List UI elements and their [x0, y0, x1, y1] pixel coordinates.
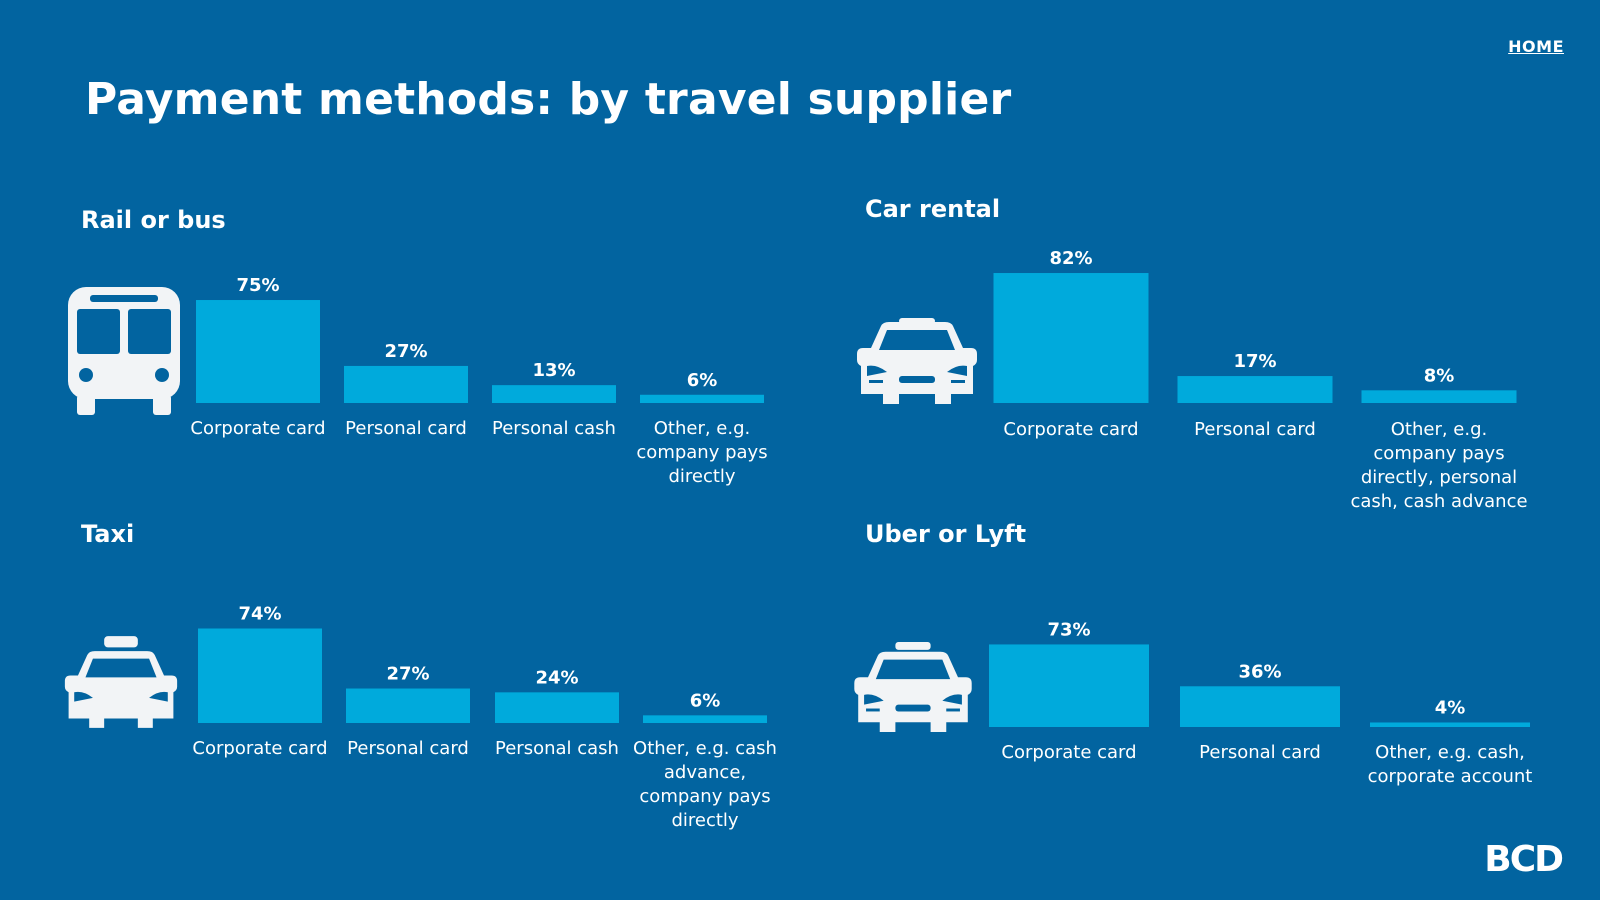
- category-label-line: directly: [668, 466, 735, 487]
- bar-value-label: 17%: [1233, 351, 1276, 372]
- panel-title-car-rental: Car rental: [865, 195, 1001, 223]
- category-label-line: advance,: [664, 762, 746, 783]
- category-label-line: directly, personal: [1361, 467, 1517, 488]
- category-label-line: Other, e.g. cash: [633, 738, 777, 759]
- category-label-line: Other, e.g. cash,: [1375, 742, 1525, 763]
- car-icon: [857, 318, 977, 404]
- category-label-line: corporate account: [1368, 766, 1533, 787]
- bar-value-label: 24%: [535, 667, 578, 688]
- bar-value-label: 36%: [1238, 661, 1281, 682]
- category-label: Corporate card: [192, 738, 327, 759]
- taxi-icon: [64, 636, 178, 728]
- bar-corporate-card: [993, 273, 1149, 403]
- bar-value-label: 6%: [690, 690, 721, 711]
- bar-other-e-g-cash-corporate-account: [1370, 722, 1530, 727]
- category-label-line: company pays: [636, 442, 767, 463]
- category-label: Other, e.g. company pays directly: [636, 418, 767, 487]
- category-label: Other, e.g. cash advance, company pays dire…: [633, 738, 777, 831]
- category-label-line: Personal cash: [492, 418, 616, 439]
- bar-chart-rail-or-bus: 75% Corporate card 27% Personal card 13% Pers…: [190, 275, 767, 487]
- ride-share-car-icon: [854, 642, 972, 732]
- bar-personal-card: [344, 365, 468, 403]
- bus-icon: [68, 287, 180, 415]
- bar-value-label: 75%: [236, 275, 279, 296]
- bar-chart-uber-or-lyft: 73% Corporate card 36% Personal card 4% Other…: [989, 619, 1532, 787]
- category-label-line: Personal card: [347, 738, 469, 759]
- category-label-line: company pays: [639, 786, 770, 807]
- category-label-line: directly: [671, 810, 738, 831]
- bar-corporate-card: [989, 644, 1149, 727]
- category-label: Personal cash: [495, 738, 619, 759]
- panel-title-uber-or-lyft: Uber or Lyft: [865, 520, 1027, 548]
- panel-title-taxi: Taxi: [81, 520, 135, 548]
- category-label: Corporate card: [1003, 419, 1138, 440]
- category-label: Personal cash: [492, 418, 616, 439]
- category-label-line: Corporate card: [190, 418, 325, 439]
- bar-other-e-g-company-pays-directly-personal-cash-cash-advance: [1361, 390, 1517, 403]
- category-label-line: Corporate card: [1001, 742, 1136, 763]
- category-label-line: Personal card: [1194, 419, 1316, 440]
- category-label-line: Other, e.g.: [1391, 419, 1488, 440]
- bar-corporate-card: [198, 628, 322, 723]
- bar-personal-cash: [492, 385, 616, 403]
- bar-chart-taxi: 74% Corporate card 27% Personal card 24% Pers…: [192, 604, 777, 831]
- bar-value-label: 82%: [1049, 248, 1092, 269]
- category-label-line: Other, e.g.: [654, 418, 751, 439]
- bar-value-label: 13%: [532, 360, 575, 381]
- category-label-line: Personal card: [1199, 742, 1321, 763]
- category-label: Personal card: [347, 738, 469, 759]
- bar-value-label: 27%: [386, 664, 429, 685]
- bar-personal-card: [1180, 686, 1340, 727]
- bar-other-e-g-company-pays-directly: [640, 394, 764, 403]
- bar-personal-cash: [495, 692, 619, 723]
- bar-value-label: 8%: [1424, 365, 1455, 386]
- category-label: Other, e.g. cash, corporate account: [1368, 742, 1533, 787]
- category-label: Corporate card: [1001, 742, 1136, 763]
- category-label-line: Personal card: [345, 418, 467, 439]
- home-link[interactable]: HOME: [1508, 37, 1564, 56]
- bcd-logo: BCD: [1484, 839, 1564, 880]
- category-label: Other, e.g. company pays directly, persona…: [1350, 419, 1527, 512]
- category-label-line: Personal cash: [495, 738, 619, 759]
- category-label: Corporate card: [190, 418, 325, 439]
- category-label: Personal card: [1199, 742, 1321, 763]
- bar-corporate-card: [196, 300, 320, 403]
- bar-personal-card: [346, 688, 470, 723]
- category-label: Personal card: [345, 418, 467, 439]
- bar-chart-car-rental: 82% Corporate card 17% Personal card 8% Other…: [993, 248, 1528, 512]
- panel-title-rail-or-bus: Rail or bus: [81, 206, 226, 234]
- bar-personal-card: [1177, 376, 1333, 403]
- bar-value-label: 73%: [1047, 619, 1090, 640]
- category-label-line: Corporate card: [192, 738, 327, 759]
- bar-value-label: 4%: [1435, 697, 1466, 718]
- bar-value-label: 27%: [384, 341, 427, 362]
- category-label: Personal card: [1194, 419, 1316, 440]
- bar-value-label: 74%: [238, 604, 281, 625]
- bar-value-label: 6%: [687, 370, 718, 391]
- category-label-line: Corporate card: [1003, 419, 1138, 440]
- category-label-line: company pays: [1373, 443, 1504, 464]
- bar-other-e-g-cash-advance-company-pays-directly: [643, 715, 767, 723]
- page-title: Payment methods: by travel supplier: [85, 74, 1012, 125]
- category-label-line: cash, cash advance: [1350, 491, 1527, 512]
